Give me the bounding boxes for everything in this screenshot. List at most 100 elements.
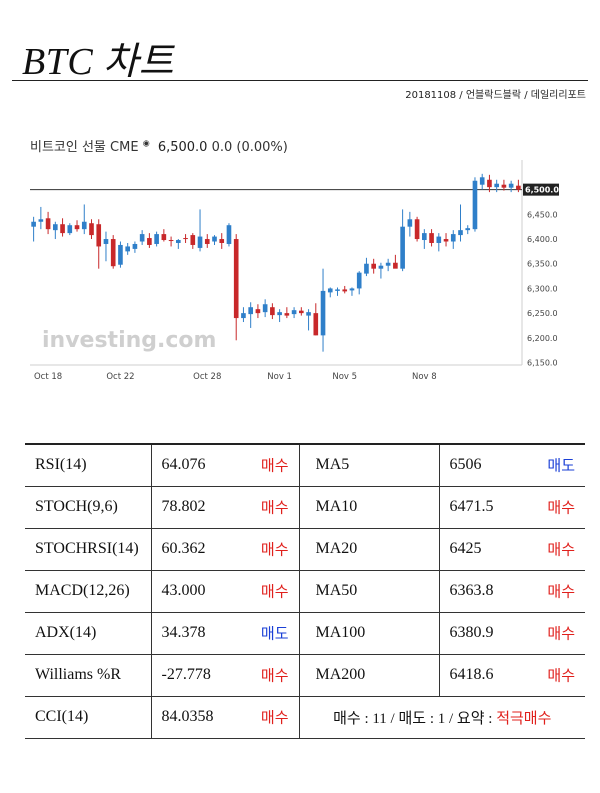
indicator-value-cell: -27.778 매수 <box>150 653 300 697</box>
ma-signal: 매수 <box>547 624 575 643</box>
indicator-signal: 매수 <box>260 582 289 601</box>
ma-value-cell: 6380.9 매수 <box>438 611 585 655</box>
indicator-value: 84.0358 <box>161 708 214 725</box>
indicator-table: RSI(14) 64.076 매수 MA5 6506 매도 STOCH(9,6) 78.802… <box>25 443 585 739</box>
y-tick-label: 6,400.0 <box>527 235 558 244</box>
ma-value-cell: 6425 매수 <box>438 527 585 571</box>
candle-body <box>262 304 268 313</box>
indicator-signal: 매수 <box>260 666 289 685</box>
ma-name: MA10 <box>298 485 440 529</box>
candle-body <box>436 236 442 243</box>
candle-body <box>508 183 514 188</box>
indicator-value-cell: 43.000 매수 <box>150 569 300 613</box>
indicator-signal: 매수 <box>260 456 289 475</box>
candle-body <box>443 239 449 242</box>
indicator-value: 43.000 <box>161 582 206 599</box>
candle-body <box>255 309 261 314</box>
candle-body <box>277 312 282 316</box>
x-tick-label: Oct 28 <box>193 372 221 382</box>
indicator-value: 34.378 <box>161 624 206 641</box>
candle-body <box>501 184 507 188</box>
candle-body <box>248 307 253 315</box>
candle-body <box>349 288 355 291</box>
candle-body <box>414 219 420 240</box>
x-tick-label: Nov 1 <box>267 372 292 382</box>
candle-body <box>45 218 51 230</box>
candle-body <box>494 183 499 188</box>
indicator-value-cell: 64.076 매수 <box>150 443 300 487</box>
candle-body <box>378 265 384 269</box>
candle-body <box>472 180 478 230</box>
report-subline: 20181108 / 언블락드블락 / 데일리리포트 <box>405 90 586 101</box>
ma-name: MA20 <box>298 527 440 571</box>
ma-signal: 매수 <box>547 498 575 517</box>
indicator-signal: 매도 <box>260 624 289 643</box>
candle-body <box>147 238 152 245</box>
indicator-value: 60.362 <box>161 540 206 557</box>
indicator-name: Williams %R <box>25 653 152 697</box>
ma-signal: 매도 <box>547 456 575 475</box>
x-tick-label: Nov 5 <box>332 372 357 382</box>
indicator-value-cell: 78.802 매수 <box>150 485 300 529</box>
indicator-signal: 매수 <box>260 540 289 559</box>
indicator-value-cell: 34.378 매도 <box>150 611 300 655</box>
ma-signal: 매수 <box>547 582 575 601</box>
candle-body <box>364 263 369 274</box>
indicator-value: -27.778 <box>161 666 211 683</box>
ma-value: 6506 <box>449 456 482 474</box>
summary-cell: 매수 : 11 / 매도 : 1 / 요약 : 적극매수 <box>298 695 585 739</box>
indicator-signal: 매수 <box>260 498 289 517</box>
ma-value-cell: 6506 매도 <box>438 443 585 487</box>
indicator-row-summary: CCI(14) 84.0358 매수 매수 : 11 / 매도 : 1 / 요약 : … <box>25 695 585 739</box>
candle-body <box>110 239 116 267</box>
candle-body <box>132 243 138 249</box>
candle-body <box>516 185 521 190</box>
candle-body <box>320 290 326 336</box>
candle-body <box>450 234 456 242</box>
candle-body <box>212 236 217 242</box>
candle-body <box>371 263 376 269</box>
candle-body <box>204 239 210 244</box>
chart-price: 6,500.0 <box>157 140 208 155</box>
candle-body <box>233 239 239 319</box>
ma-name: MA100 <box>298 611 440 655</box>
indicator-signal: 매수 <box>260 708 289 727</box>
candle-body <box>31 221 36 227</box>
y-tick-label: 6,250.0 <box>527 309 558 318</box>
chart-change-pct: (0.00%) <box>236 140 288 155</box>
indicator-row: Williams %R -27.778 매수 MA200 6418.6 매수 <box>25 653 585 697</box>
indicator-row: MACD(12,26) 43.000 매수 MA50 6363.8 매수 <box>25 569 585 613</box>
candle-body <box>429 233 434 243</box>
candle-body <box>465 228 471 231</box>
indicator-value: 78.802 <box>161 498 206 515</box>
summary-verdict: 적극매수 <box>496 708 552 727</box>
candle-body <box>197 236 203 248</box>
indicator-row: STOCH(9,6) 78.802 매수 MA10 6471.5 매수 <box>25 485 585 529</box>
candle-body <box>241 313 246 319</box>
candle-body <box>291 310 297 315</box>
candle-body <box>400 226 405 269</box>
candle-body <box>67 225 73 234</box>
indicator-name: STOCH(9,6) <box>25 485 152 529</box>
candle-body <box>458 230 463 236</box>
candle-body <box>270 307 275 316</box>
candle-body <box>299 310 304 314</box>
candle-body <box>60 224 65 234</box>
ma-value: 6425 <box>449 540 482 557</box>
candle-body <box>422 233 427 241</box>
ma-name: MA200 <box>298 653 440 697</box>
candle-body <box>407 219 413 227</box>
ma-value: 6418.6 <box>449 666 494 683</box>
indicator-value: 64.076 <box>161 456 206 474</box>
candle-body <box>161 234 167 241</box>
candle-body <box>393 262 398 269</box>
candle-body <box>154 234 159 244</box>
candle-body <box>190 235 196 245</box>
current-price-label: 6,500.0 <box>525 186 559 195</box>
candle-body <box>168 240 174 242</box>
ma-name: MA5 <box>298 443 440 487</box>
ma-signal: 매수 <box>547 540 575 559</box>
indicator-name: RSI(14) <box>25 443 152 487</box>
y-tick-label: 6,450.0 <box>527 210 558 219</box>
ma-value: 6471.5 <box>449 498 494 515</box>
